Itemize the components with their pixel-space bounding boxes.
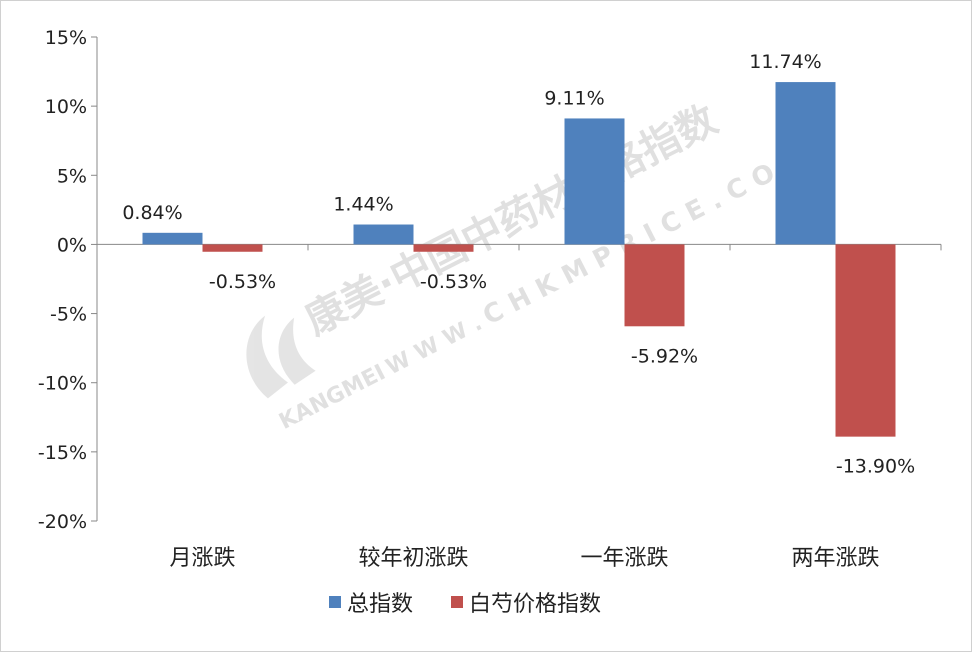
category-label: 月涨跌	[169, 546, 235, 571]
data-label: 0.84%	[122, 202, 182, 224]
bar-total-index	[775, 82, 836, 245]
data-label: -13.90%	[836, 456, 915, 478]
data-label: 11.74%	[749, 51, 821, 73]
bar-baishao-index	[413, 244, 474, 252]
bar-baishao-index	[835, 244, 896, 437]
bar-total-index	[353, 224, 414, 245]
y-tick-label: -15%	[38, 442, 87, 464]
data-label: -0.53%	[420, 271, 487, 293]
axes: 15% 10% 5% 0% -5% -10% -15% -20% 月涨跌 较年初涨跌 一年涨跌 两年涨…	[38, 27, 942, 571]
y-tick-label: 0%	[57, 234, 87, 256]
watermark: 康美·中国中药材价格指数 KANGMEI W W W . C H K M P R…	[246, 97, 811, 435]
data-label: 9.11%	[544, 87, 604, 109]
legend-swatch	[451, 596, 463, 608]
bar-baishao-index	[202, 244, 263, 252]
legend-swatch	[329, 596, 341, 608]
bars	[142, 82, 896, 437]
data-label: -5.92%	[631, 345, 698, 367]
bar-total-index	[564, 118, 625, 245]
bar-baishao-index	[624, 244, 685, 327]
data-label: 1.44%	[333, 194, 393, 216]
watermark-logo-icon	[246, 315, 316, 399]
watermark-www: W W W .	[382, 311, 486, 381]
legend-label: 白芍价格指数	[469, 592, 601, 617]
data-labels: 0.84% 1.44% 9.11% 11.74% -0.53% -0.53% -5.92% -…	[122, 51, 915, 478]
y-tick-label: 10%	[45, 96, 87, 118]
bar-total-index	[142, 232, 203, 245]
legend-label: 总指数	[347, 592, 413, 617]
y-tick-label: -20%	[38, 511, 87, 533]
legend: 总指数 白芍价格指数	[329, 592, 601, 617]
y-tick-label: 5%	[57, 165, 87, 187]
data-label: -0.53%	[209, 271, 276, 293]
category-label: 较年初涨跌	[358, 546, 468, 571]
y-tick-label: -5%	[50, 304, 87, 326]
y-tick-label: -10%	[38, 373, 87, 395]
category-label: 一年涨跌	[580, 546, 668, 571]
category-label: 两年涨跌	[791, 546, 879, 571]
y-tick-label: 15%	[45, 27, 87, 49]
